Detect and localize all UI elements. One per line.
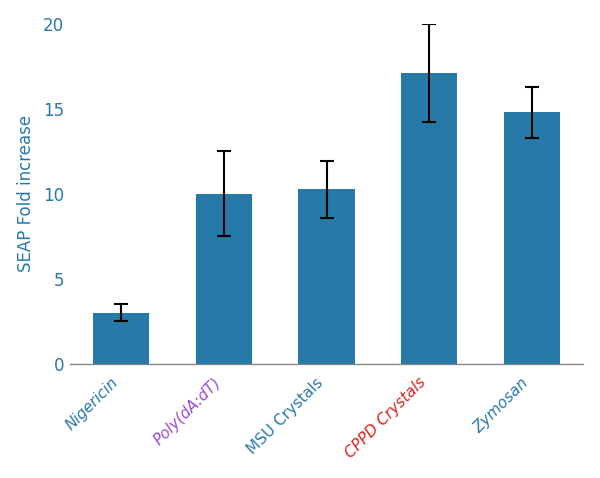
Bar	[503, 112, 560, 364]
Bar	[93, 313, 149, 364]
Bar	[196, 194, 252, 364]
Y-axis label: SEAP Fold increase: SEAP Fold increase	[17, 115, 35, 272]
Bar	[298, 189, 355, 364]
Bar	[401, 73, 457, 364]
